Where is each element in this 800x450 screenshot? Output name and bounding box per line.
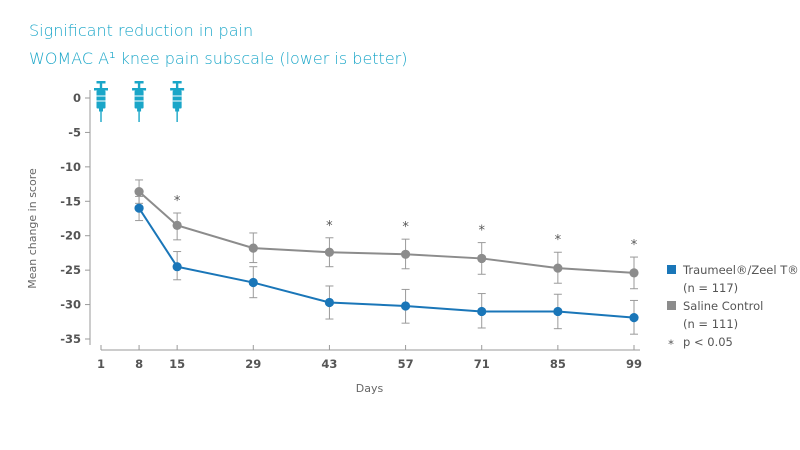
chart-title: Significant reduction in pain	[29, 21, 254, 40]
series-line	[138, 207, 635, 319]
data-point	[477, 253, 487, 264]
data-point	[553, 263, 563, 273]
x-tick-label: 43	[321, 357, 337, 371]
legend-swatch	[667, 301, 676, 310]
y-tick-label: -25	[60, 263, 81, 277]
syringe-icon	[94, 81, 108, 122]
significance-marker: *	[631, 238, 638, 253]
legend-label: Saline Control	[683, 299, 763, 313]
data-point	[477, 306, 487, 317]
y-tick-label: 0	[73, 91, 81, 105]
data-point	[553, 306, 563, 317]
legend-significance-label: p < 0.05	[683, 335, 733, 349]
significance-marker: *	[478, 224, 485, 239]
data-point	[172, 220, 182, 230]
legend-n-label: (n = 117)	[683, 281, 738, 295]
data-point	[400, 301, 411, 311]
x-tick-label: 15	[169, 357, 185, 371]
significance-marker: *	[174, 194, 181, 209]
y-tick-label: -10	[60, 160, 81, 174]
x-tick-label: 71	[474, 357, 490, 371]
data-point	[172, 262, 182, 272]
data-point	[629, 313, 639, 323]
legend-significance-marker: *	[668, 337, 674, 351]
data-point	[629, 268, 639, 278]
x-tick-label: 1	[97, 357, 105, 371]
y-tick-label: -15	[60, 194, 81, 208]
y-tick-label: -20	[60, 229, 81, 243]
data-point	[400, 249, 411, 259]
y-tick-label: -30	[60, 298, 81, 312]
data-point	[324, 297, 335, 308]
y-tick-label: -35	[60, 332, 81, 346]
y-tick-label: -5	[68, 125, 81, 139]
chart-subtitle: WOMAC A¹ knee pain subscale (lower is be…	[29, 49, 408, 68]
data-point	[248, 243, 258, 253]
legend-swatch	[667, 265, 676, 274]
x-tick-label: 8	[135, 357, 143, 371]
legend-n-label: (n = 111)	[683, 317, 738, 331]
series-line	[138, 190, 635, 274]
data-point	[134, 187, 144, 197]
x-tick-label: 99	[626, 357, 642, 371]
x-tick-label: 57	[398, 357, 414, 371]
x-axis-title: Days	[356, 382, 384, 395]
data-point	[248, 277, 258, 288]
data-point	[324, 247, 335, 257]
syringe-icon	[132, 81, 147, 122]
significance-marker: *	[402, 220, 409, 235]
x-tick-label: 85	[550, 357, 566, 371]
significance-marker: *	[326, 219, 333, 234]
significance-marker: *	[555, 233, 562, 248]
data-point	[134, 203, 144, 213]
y-axis-title: Mean change in score	[26, 168, 39, 289]
x-tick-label: 29	[245, 357, 261, 371]
legend-label: Traumeel®/Zeel T®	[682, 263, 799, 277]
syringe-icon	[170, 81, 185, 122]
